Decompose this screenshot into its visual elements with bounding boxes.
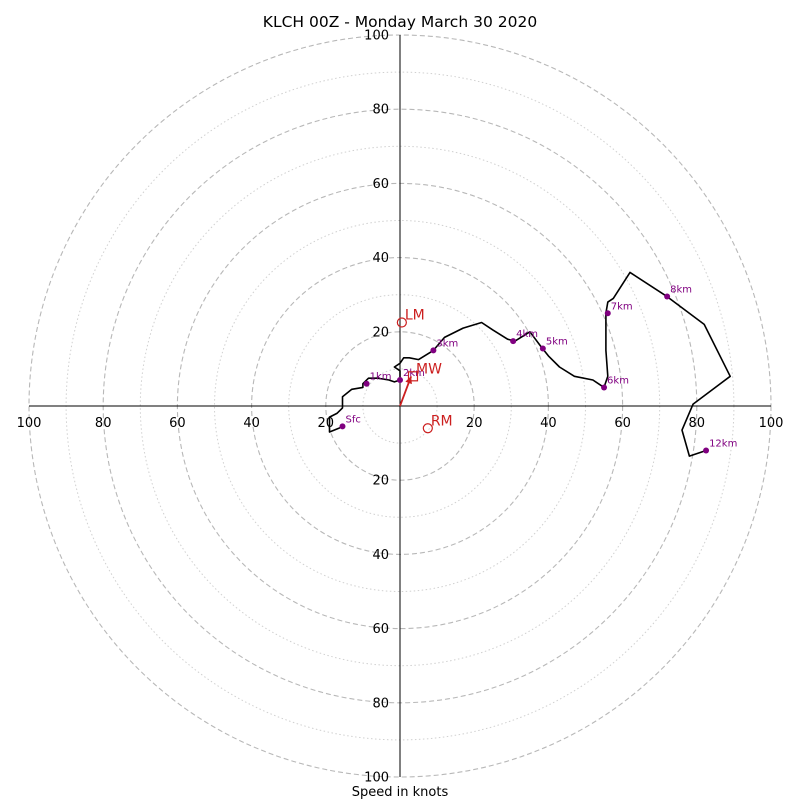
height-marker-2 [397, 377, 403, 384]
height-marker-label-3: 3km [436, 338, 458, 349]
x-tick-label-7: 60 [614, 416, 631, 431]
height-marker-5 [539, 345, 546, 352]
y-tick-label-2: 60 [372, 177, 389, 192]
storm-motion-markers: LM MW RM [396, 308, 453, 434]
motion-label-lm: LM [405, 308, 425, 324]
y-tick-label-0: 100 [364, 29, 389, 44]
height-marker-label-7: 7km [611, 301, 633, 312]
x-tick-labels: 100 80 60 40 20 20 40 60 80 100 [17, 416, 784, 431]
x-tick-label-1: 80 [95, 416, 112, 431]
x-tick-label-9: 100 [759, 416, 784, 431]
motion-label-rm: RM [431, 413, 453, 429]
chart-title: KLCH 00Z - Monday March 30 2020 [263, 13, 537, 31]
x-tick-label-0: 100 [17, 416, 42, 431]
hodograph-trace [328, 271, 732, 457]
y-tick-label-8: 80 [372, 696, 389, 711]
height-marker-label-2: 2km [403, 368, 425, 379]
x-tick-label-3: 40 [243, 416, 260, 431]
x-tick-label-4: 20 [318, 416, 335, 431]
height-marker-4 [510, 338, 517, 345]
x-tick-label-2: 60 [169, 416, 186, 431]
y-tick-label-6: 40 [372, 548, 389, 563]
y-tick-labels: 100 80 60 40 20 20 40 60 80 100 [364, 29, 389, 786]
y-tick-label-9: 100 [364, 771, 389, 786]
motion-marker-mw [407, 371, 419, 382]
y-tick-label-7: 60 [372, 622, 389, 637]
height-marker-6 [601, 384, 608, 391]
height-marker-label-5: 5km [546, 336, 568, 347]
motion-marker-rm [422, 423, 433, 434]
height-marker-7 [604, 310, 611, 317]
height-marker-9 [703, 447, 710, 454]
motion-marker-lm [396, 317, 407, 328]
height-marker-3 [430, 347, 437, 354]
y-tick-label-3: 40 [372, 251, 389, 266]
y-tick-label-4: 20 [372, 325, 389, 340]
height-marker-0 [339, 423, 346, 430]
x-tick-label-6: 40 [540, 416, 557, 431]
height-marker-label-9: 12km [709, 439, 737, 450]
height-marker-8 [664, 293, 671, 300]
x-tick-label-8: 80 [689, 416, 706, 431]
height-marker-label-0: Sfc [345, 414, 360, 425]
trace-line [328, 271, 732, 457]
height-markers: Sfc 1km 2km 3km 4km 5km 6km 7km 8km 12km [339, 285, 737, 454]
height-marker-label-6: 6km [607, 375, 629, 386]
y-tick-label-5: 20 [372, 474, 389, 489]
x-axis-label: Speed in knots [352, 785, 449, 800]
height-marker-label-1: 1km [370, 372, 392, 383]
y-tick-label-1: 80 [372, 103, 389, 118]
height-marker-label-4: 4km [516, 329, 538, 340]
height-marker-1 [363, 380, 370, 387]
motion-label-mw: MW [416, 361, 442, 377]
height-marker-label-8: 8km [670, 285, 692, 296]
x-tick-label-5: 20 [466, 416, 483, 431]
